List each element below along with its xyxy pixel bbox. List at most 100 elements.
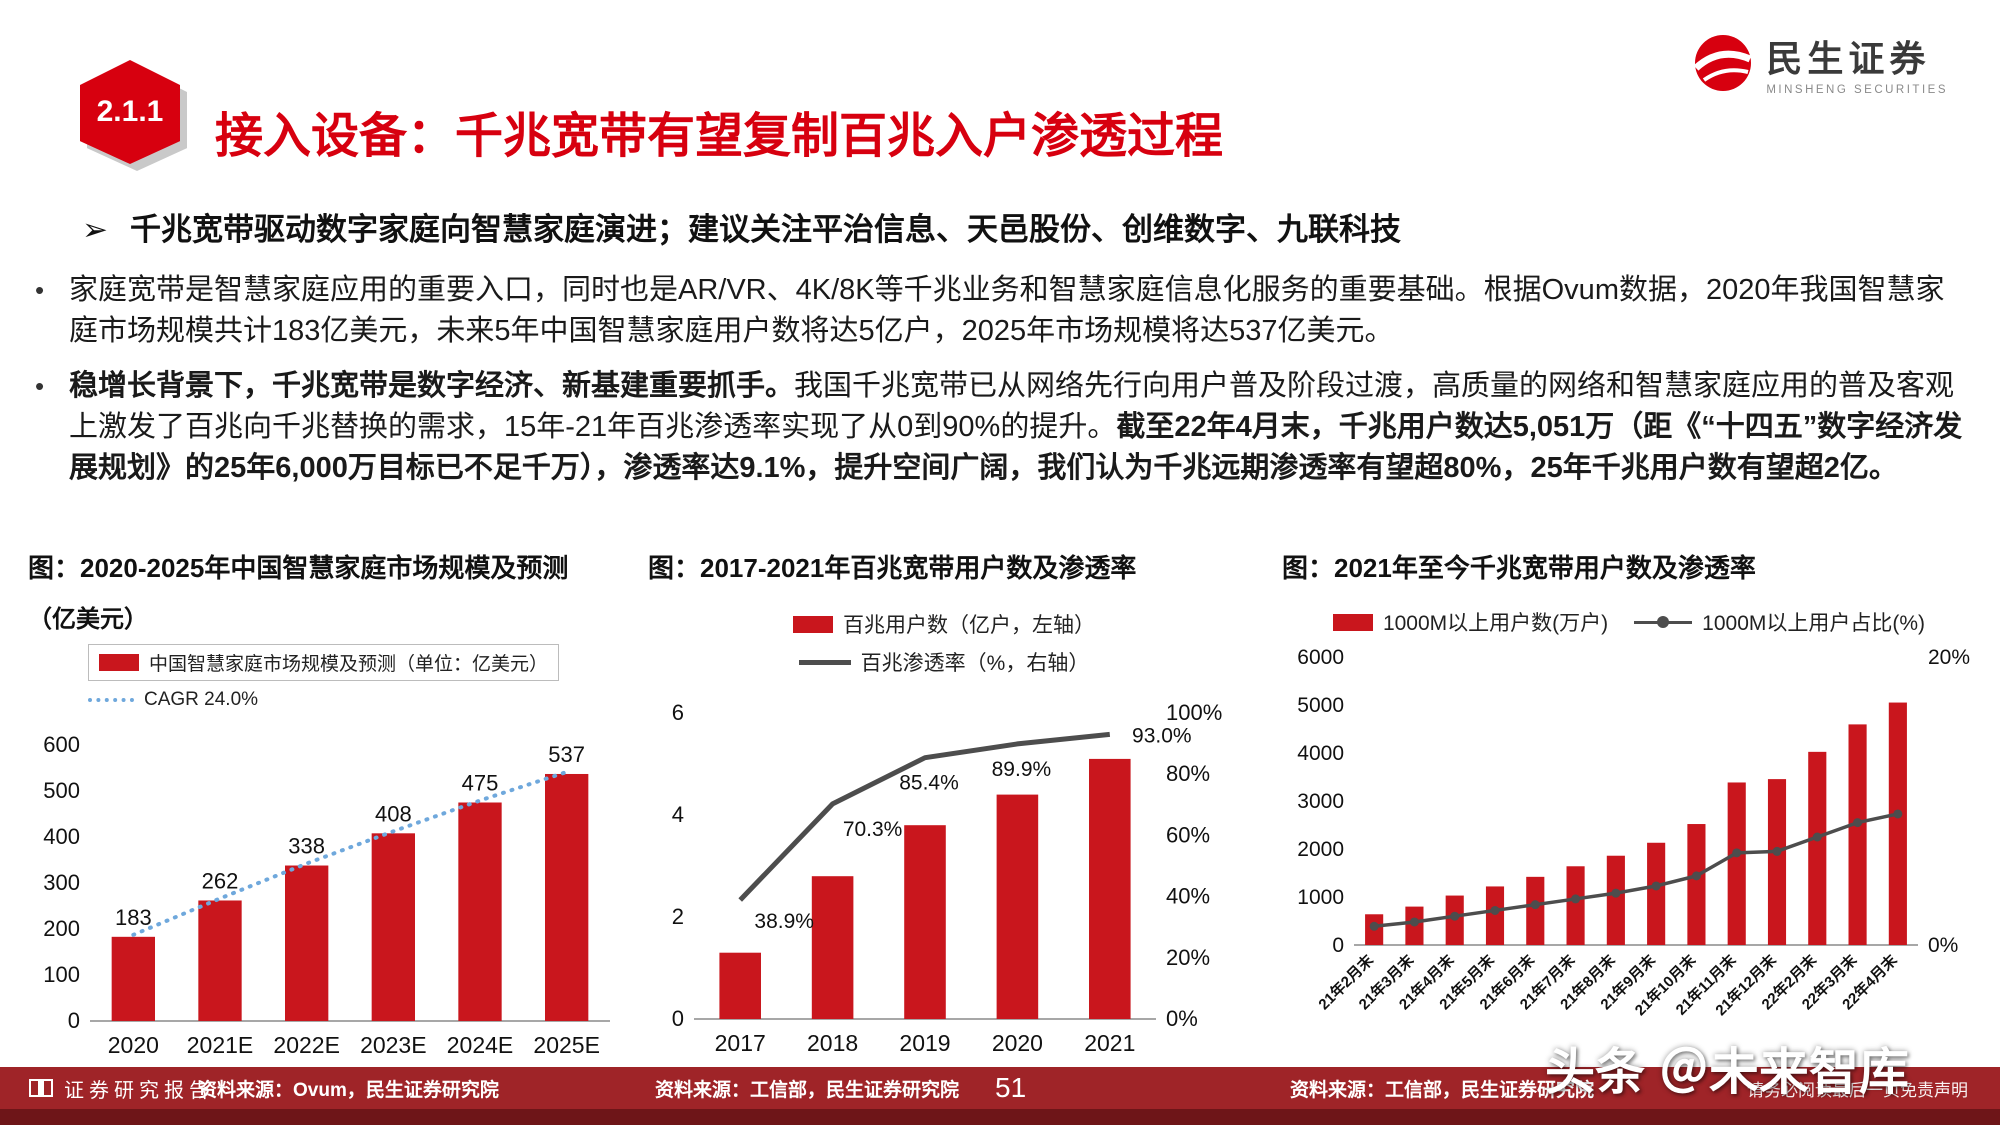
line-series: [1373, 812, 1899, 929]
page-number: 51: [995, 1072, 1027, 1103]
chart-3-legend: 1000M以上用户数(万户) 1000M以上用户占比(%): [1282, 607, 1976, 637]
section-badge: 2.1.1: [80, 60, 187, 171]
hundred-m-users-chart: 02460%20%40%60%80%100%38.9%70.3%85.4%89.…: [672, 700, 1223, 1056]
x-axis-tick: 2022E: [273, 1032, 340, 1058]
watermark: 头条 ＠未来智库: [1545, 1044, 1909, 1100]
legend-label: 1000M以上用户数(万户): [1382, 612, 1609, 635]
line-marker: [1571, 894, 1581, 904]
bar: [904, 825, 946, 1019]
key-point: ➢ 千兆宽带驱动数字家庭向智慧家庭演进；建议关注平治信息、天邑股份、创维数字、九联…: [82, 204, 1401, 249]
report-type-label: 证券研究报告: [64, 1079, 214, 1102]
y-axis-tick: 4000: [1297, 742, 1344, 765]
line-value-label: 38.9%: [754, 910, 814, 933]
legend-item: 1000M以上用户占比(%): [1634, 607, 1925, 637]
section-number: 2.1.1: [80, 60, 180, 164]
report-type: 证券研究报告: [28, 1067, 214, 1109]
bullet-icon: •: [35, 371, 45, 401]
bar: [458, 802, 502, 1021]
paragraph-2-tail: 截至22年4月末，千兆用户数达5,051万（距《“十四五”数字经济发展规划》的2…: [69, 411, 1963, 485]
bar-value-label: 262: [202, 868, 239, 893]
chart-gigabit-users: 图：2021年至今千兆宽带用户数及渗透率 1000M以上用户数(万户) 1000…: [1282, 548, 1976, 1043]
paragraph-1: • 家庭宽带是智慧家庭应用的重要入口，同时也是AR/VR、4K/8K等千兆业务和…: [35, 270, 1970, 352]
legend-bar-swatch: [99, 654, 139, 671]
paragraph-1-text: 家庭宽带是智慧家庭应用的重要入口，同时也是AR/VR、4K/8K等千兆业务和智慧…: [69, 274, 1945, 348]
bar: [111, 936, 155, 1021]
bar: [1767, 779, 1787, 945]
y-axis-tick: 6000: [1297, 646, 1344, 669]
bar: [996, 794, 1039, 1019]
bar: [1485, 886, 1505, 945]
bar: [285, 865, 329, 1021]
line-value-label: 85.4%: [899, 772, 959, 795]
bullet-icon: •: [35, 275, 45, 305]
y-axis-tick: 1000: [1297, 886, 1344, 909]
footer-bar: 证券研究报告 资料来源：Ovum，民生证券研究院 资料来源：工信部，民生证券研究…: [0, 1067, 2000, 1109]
bar: [811, 876, 854, 1019]
x-axis-tick: 2021E: [187, 1032, 254, 1058]
legend-item: 1000M以上用户数(万户): [1332, 607, 1609, 637]
chart-1-legend: 中国智慧家庭市场规模及预测（单位：亿美元） CAGR 24.0%: [28, 644, 632, 711]
bar: [1647, 842, 1666, 945]
gigabit-users-chart: 01000200030004000500060000%20%21年2月末21年3…: [1297, 646, 1970, 1019]
legend-line-dot-swatch: [1634, 620, 1693, 624]
x-axis-tick: 2023E: [360, 1032, 427, 1058]
line-marker: [1893, 809, 1903, 819]
legend-line-swatch: [798, 659, 851, 665]
source-note-1: 资料来源：Ovum，民生证券研究院: [198, 1079, 499, 1101]
brand-name-en: MINSHENG SECURITIES: [1766, 84, 1948, 96]
paragraph-2: • 稳增长背景下，千兆宽带是数字经济、新基建重要抓手。我国千兆宽带已从网络先行向…: [35, 366, 1970, 490]
chart-1-title: 图：2020-2025年中国智慧家庭市场规模及预测: [28, 553, 569, 583]
chart-2-legend: 百兆用户数（亿户，左轴） 百兆渗透率（%，右轴）: [648, 609, 1240, 677]
bar: [371, 833, 415, 1021]
y2-axis-tick: 40%: [1166, 884, 1210, 909]
bar: [1848, 724, 1867, 945]
legend-item: 中国智慧家庭市场规模及预测（单位：亿美元）: [88, 644, 560, 681]
y-axis-tick: 4: [672, 802, 684, 827]
chart-1-unit-label: （亿美元）: [28, 606, 148, 633]
x-axis-tick: 2021: [1084, 1030, 1135, 1056]
footer: 证券研究报告 资料来源：Ovum，民生证券研究院 资料来源：工信部，民生证券研究…: [0, 1067, 2000, 1125]
legend-label: 1000M以上用户占比(%): [1702, 612, 1926, 635]
legend-label: 中国智慧家庭市场规模及预测（单位：亿美元）: [149, 654, 549, 675]
line-marker: [1409, 917, 1419, 927]
y-axis-tick: 400: [43, 824, 80, 849]
line-marker: [1772, 846, 1782, 856]
y-axis-tick: 500: [43, 778, 80, 803]
y-axis-tick: 600: [43, 732, 80, 757]
bar: [1606, 855, 1625, 945]
line-marker: [1651, 881, 1661, 891]
legend-item: 百兆渗透率（%，右轴）: [798, 647, 1089, 677]
chart-smart-home-market: 图：2020-2025年中国智慧家庭市场规模及预测 （亿美元） 中国智慧家庭市场…: [28, 548, 632, 1069]
y-axis-tick: 2: [672, 904, 684, 929]
book-icon: [29, 1079, 53, 1097]
x-axis-tick: 2017: [715, 1030, 766, 1056]
chart-100m-penetration: 图：2017-2021年百兆宽带用户数及渗透率 百兆用户数（亿户，左轴） 百兆渗…: [648, 548, 1240, 1065]
bar: [1566, 866, 1585, 945]
x-axis-tick: 2025E: [533, 1032, 600, 1058]
x-axis-tick: 2018: [807, 1030, 858, 1056]
line-marker: [1369, 921, 1379, 931]
disclaimer: 请务必阅读最后一页免责声明: [1747, 1080, 1968, 1100]
y2-axis-tick: 80%: [1166, 761, 1210, 786]
bar: [719, 952, 761, 1019]
legend-item: CAGR 24.0%: [88, 689, 632, 711]
x-axis-tick: 2019: [899, 1030, 950, 1056]
bar-value-label: 183: [115, 905, 152, 930]
line-marker: [1691, 871, 1701, 881]
brand-text: 民生证券 MINSHENG SECURITIES: [1766, 30, 1948, 96]
line-marker: [1490, 905, 1500, 915]
line-series: [738, 731, 1111, 902]
line-marker: [1611, 888, 1621, 898]
page-title: 接入设备：千兆宽带有望复制百兆入户渗透过程: [215, 110, 1224, 163]
y-axis-tick: 2000: [1297, 838, 1344, 861]
line-value-label: 93.0%: [1132, 724, 1192, 747]
y2-axis-tick: 60%: [1166, 822, 1210, 847]
footer-strip: [0, 1109, 2000, 1125]
legend-dotted-line-swatch: [88, 698, 134, 702]
key-point-text: 千兆宽带驱动数字家庭向智慧家庭演进；建议关注平治信息、天邑股份、创维数字、九联科…: [129, 212, 1401, 247]
y-axis-tick: 6: [672, 700, 684, 725]
y2-axis-tick: 20%: [1928, 646, 1970, 669]
y2-axis-tick: 100%: [1166, 700, 1222, 725]
smart-home-market-chart: 0 100 200 300 400 500 600 183 262 338 408 475 537 202…: [43, 732, 610, 1058]
